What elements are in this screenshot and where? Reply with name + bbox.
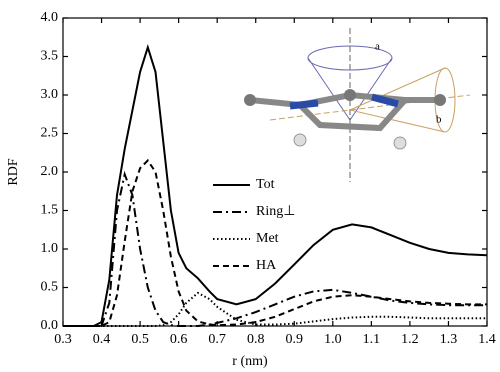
plot-frame (63, 18, 487, 326)
y-tick-label: 3.5 (41, 49, 59, 64)
x-tick-label: 0.9 (286, 332, 304, 347)
x-tick-label: 1.4 (478, 332, 496, 347)
y-tick-label: 4.0 (41, 10, 59, 25)
y-tick-label: 1.0 (41, 241, 59, 256)
annotation: b (436, 114, 442, 126)
series-line (63, 293, 487, 326)
inset-molecule (244, 28, 470, 182)
x-tick-label: 0.4 (93, 332, 111, 347)
x-tick-label: 1.3 (440, 332, 458, 347)
x-tick-label: 0.6 (170, 332, 188, 347)
annotation: a (375, 41, 380, 53)
legend-label: HA (256, 258, 277, 273)
x-tick-label: 0.5 (131, 332, 149, 347)
y-axis-label: RDF (6, 158, 21, 185)
y-tick-label: 3.0 (41, 87, 59, 102)
series-line (63, 174, 487, 326)
legend-label: Met (256, 231, 279, 246)
y-tick-label: 2.5 (41, 126, 59, 141)
y-tick-label: 0.0 (41, 318, 59, 333)
y-tick-label: 2.0 (41, 164, 59, 179)
y-tick-label: 0.5 (41, 280, 59, 295)
x-tick-label: 1.2 (401, 332, 419, 347)
x-axis-label: r (nm) (232, 354, 268, 369)
series-line (63, 47, 487, 326)
x-tick-label: 1.1 (363, 332, 381, 347)
x-tick-label: 1.0 (324, 332, 342, 347)
legend-label: Tot (256, 177, 275, 192)
legend-label: Ring⊥ (256, 204, 295, 219)
y-tick-label: 1.5 (41, 203, 59, 218)
x-tick-label: 0.3 (54, 332, 72, 347)
chart: r (nm) RDF a b 0.0 0.5 1.0 1.5 2.0 2.5 3.0 3.5 4… (0, 0, 500, 372)
x-tick-label: 0.8 (247, 332, 265, 347)
x-tick-label: 0.7 (208, 332, 226, 347)
